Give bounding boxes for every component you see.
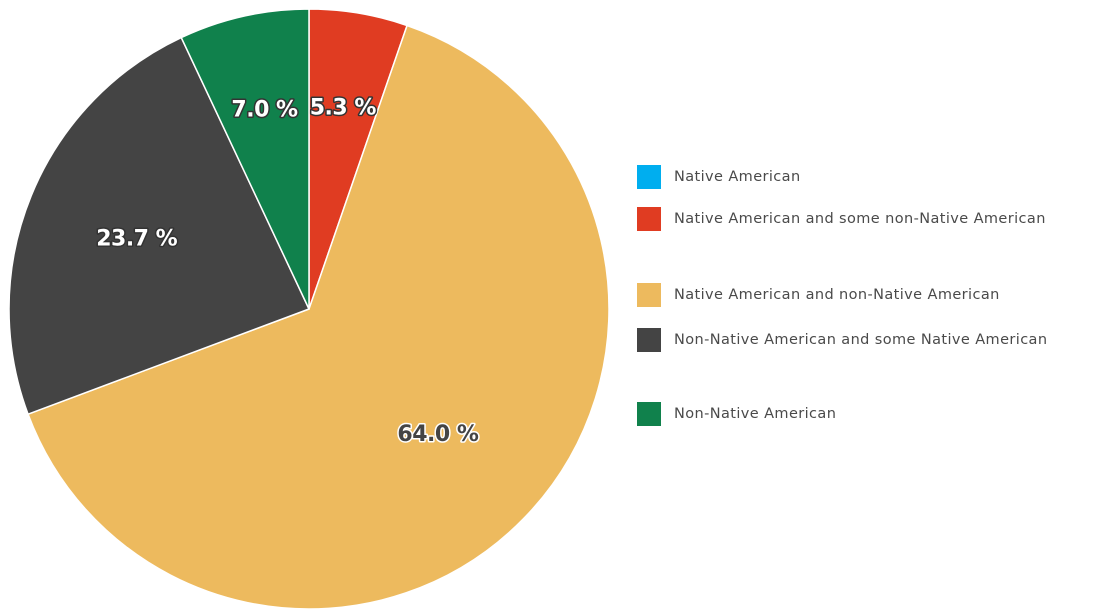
pie-chart: 5.3 % 64.0 % 23.7 % 7.0 %: [8, 8, 610, 609]
legend-label: Native American: [674, 169, 801, 185]
slice-value-label-native-american-and-non-native-american: 64.0 %: [397, 422, 478, 447]
slice-value-label-native-american-and-some-non-native-american: 5.3 %: [310, 95, 377, 120]
pie-slice-non-native-american[interactable]: [180, 8, 310, 310]
legend-swatch: [637, 165, 661, 189]
legend-label: Native American and non-Native American: [674, 287, 1000, 303]
legend-item-native-american[interactable]: Native American: [637, 163, 801, 189]
legend-item-native-american-and-some-non-native-american[interactable]: Native American and some non-Native Amer…: [637, 205, 1046, 231]
pie-slice-non-native-american-and-some-native-american[interactable]: [8, 36, 311, 416]
legend-item-native-american-and-non-native-american[interactable]: Native American and non-Native American: [637, 281, 1000, 307]
slice-value-label-non-native-american-and-some-native-american: 23.7 %: [96, 226, 177, 251]
pie-slice-native-american-and-non-native-american[interactable]: [27, 24, 610, 609]
pie-slices: [8, 8, 610, 609]
legend-swatch: [637, 402, 661, 426]
legend-label: Non-Native American and some Native Amer…: [674, 332, 1048, 348]
legend-swatch: [637, 207, 661, 231]
legend-swatch: [637, 328, 661, 352]
legend-item-non-native-american-and-some-native-american[interactable]: Non-Native American and some Native Amer…: [637, 326, 1047, 352]
legend-label: Non-Native American: [674, 406, 837, 422]
legend-label: Native American and some non-Native Amer…: [674, 211, 1046, 227]
slice-value-label-non-native-american: 7.0 %: [231, 97, 298, 122]
legend-item-non-native-american[interactable]: Non-Native American: [637, 400, 836, 426]
legend-swatch: [637, 283, 661, 307]
pie-slice-labels: 5.3 % 64.0 % 23.7 % 7.0 %: [95, 94, 481, 449]
